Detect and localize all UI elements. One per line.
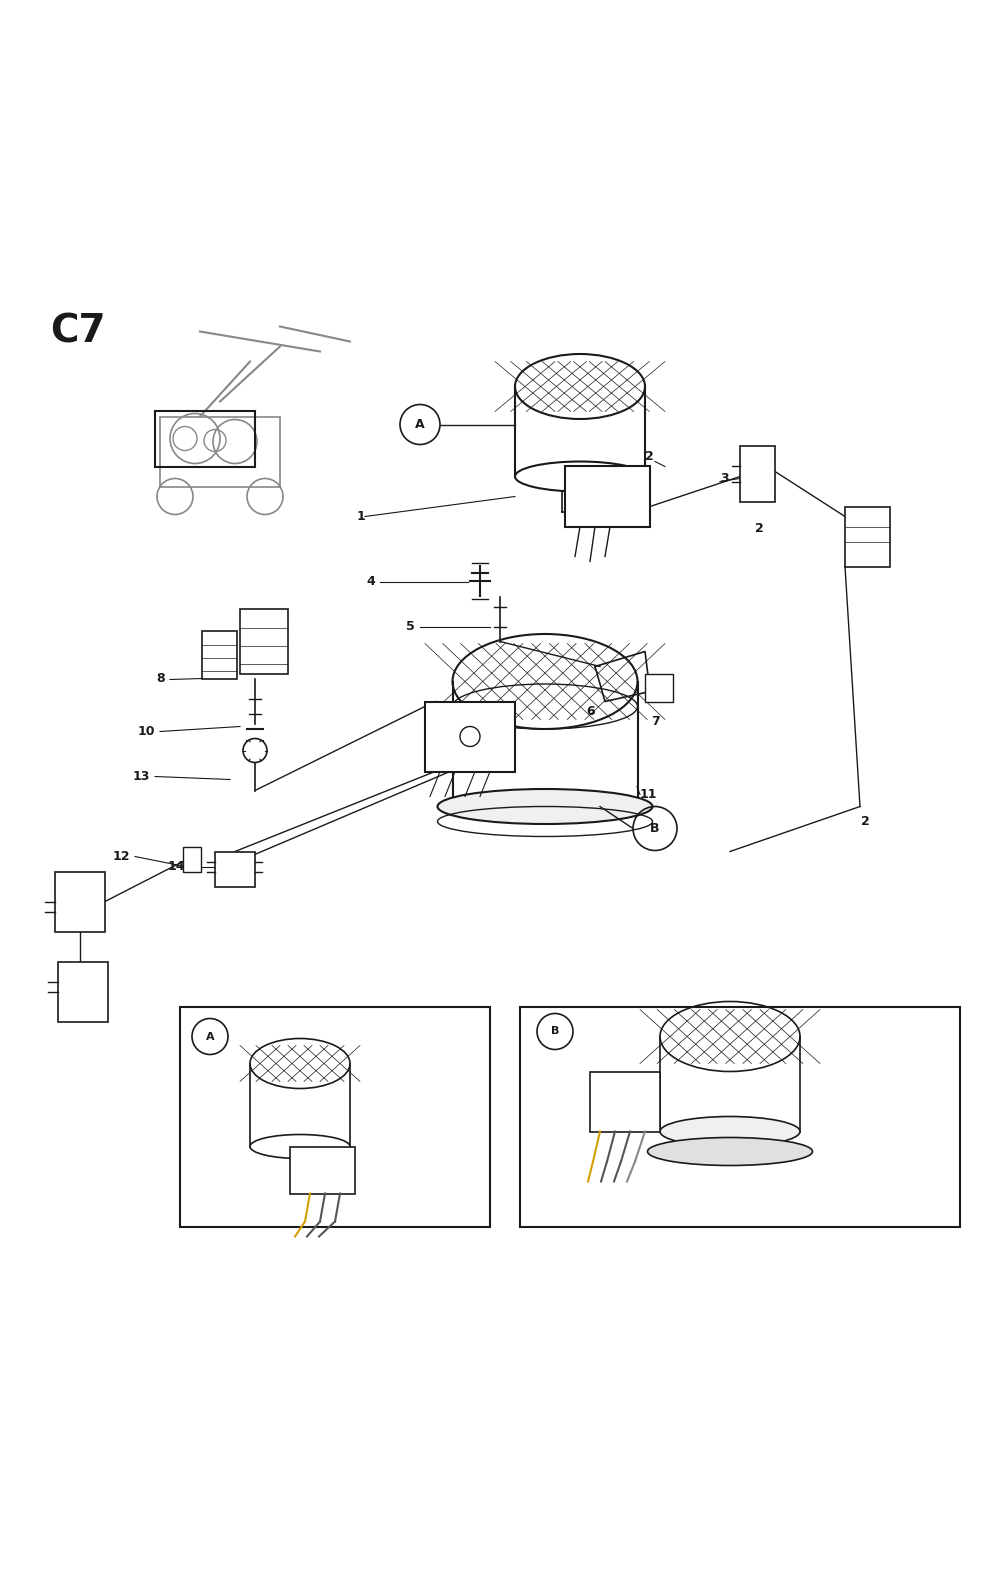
FancyBboxPatch shape [240,609,288,673]
Text: 12: 12 [112,849,130,864]
FancyBboxPatch shape [55,871,105,931]
Text: 11: 11 [640,788,658,801]
Ellipse shape [648,1137,812,1166]
Circle shape [243,738,267,763]
Text: 2: 2 [645,450,654,462]
Text: C7: C7 [50,313,106,351]
Text: 5: 5 [406,620,415,632]
Ellipse shape [660,1117,800,1147]
Text: 14: 14 [168,860,185,873]
Text: 14: 14 [78,989,95,1004]
Text: 6: 6 [586,705,595,717]
FancyBboxPatch shape [58,961,108,1021]
Text: 2: 2 [755,522,764,535]
Text: B: B [650,823,660,835]
Text: 4: 4 [366,576,375,588]
FancyBboxPatch shape [183,846,201,871]
Text: 7: 7 [651,716,660,728]
FancyBboxPatch shape [520,1007,960,1227]
FancyBboxPatch shape [290,1147,355,1194]
Text: 3: 3 [720,472,729,484]
FancyBboxPatch shape [740,447,775,502]
FancyBboxPatch shape [590,1071,660,1131]
Text: 1: 1 [356,510,365,522]
Bar [155,412,255,467]
Text: B: B [551,1027,559,1037]
FancyBboxPatch shape [565,467,650,527]
Text: 14: 14 [78,892,95,904]
Text: 9: 9 [248,650,257,662]
Ellipse shape [250,1134,350,1158]
Text: 10: 10 [138,725,155,738]
Text: A: A [206,1032,214,1041]
FancyBboxPatch shape [645,673,673,702]
Ellipse shape [515,461,645,491]
Text: 2: 2 [861,815,870,827]
FancyBboxPatch shape [425,702,515,771]
Text: 8: 8 [156,672,165,684]
Text: A: A [415,418,425,431]
FancyBboxPatch shape [180,1007,490,1227]
FancyBboxPatch shape [845,507,890,566]
Text: 13: 13 [133,771,150,783]
FancyBboxPatch shape [215,851,255,887]
FancyBboxPatch shape [202,631,237,678]
Ellipse shape [438,790,652,824]
